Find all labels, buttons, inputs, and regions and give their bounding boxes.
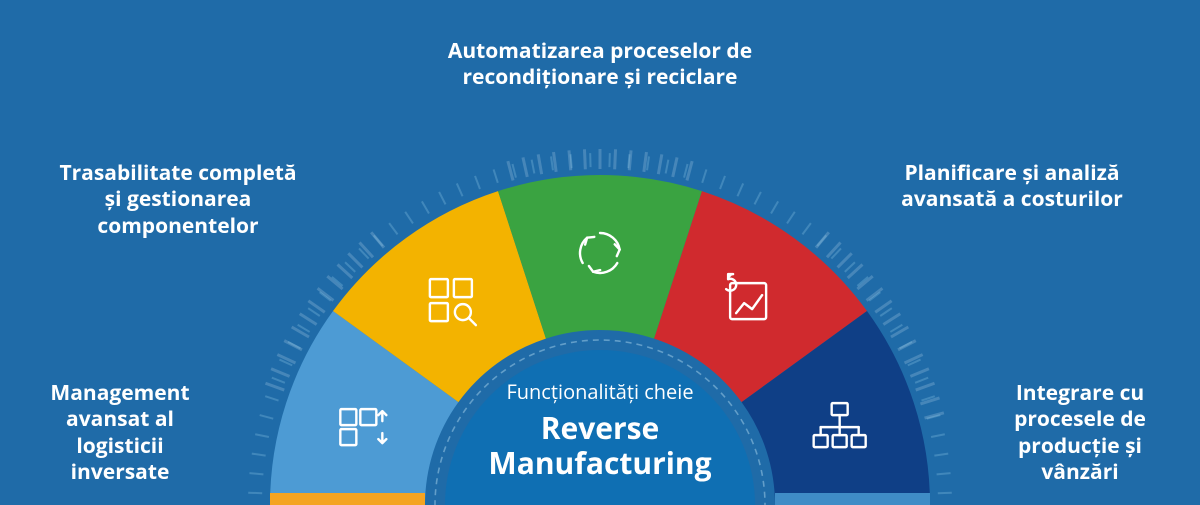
infographic-stage: Managementavansat allogisticiiinversate …: [0, 0, 1200, 505]
segment-label-traceability: Trasabilitate completăși gestionareacomp…: [48, 160, 308, 239]
center-title-line1: Reverse: [455, 411, 745, 446]
segment-label-planning: Planificare și analizăavansată a costuri…: [882, 160, 1142, 213]
segment-label-logistics: Managementavansat allogisticiiinversate: [25, 380, 215, 485]
segment-label-integration: Integrare cuprocesele deproducție șivânz…: [985, 380, 1175, 485]
center-label: Funcționalități cheie Reverse Manufactur…: [455, 378, 745, 480]
segment-label-automation: Automatizarea proceselor derecondiționar…: [385, 38, 815, 91]
center-subtitle: Funcționalități cheie: [455, 378, 745, 405]
center-title-line2: Manufacturing: [455, 446, 745, 481]
